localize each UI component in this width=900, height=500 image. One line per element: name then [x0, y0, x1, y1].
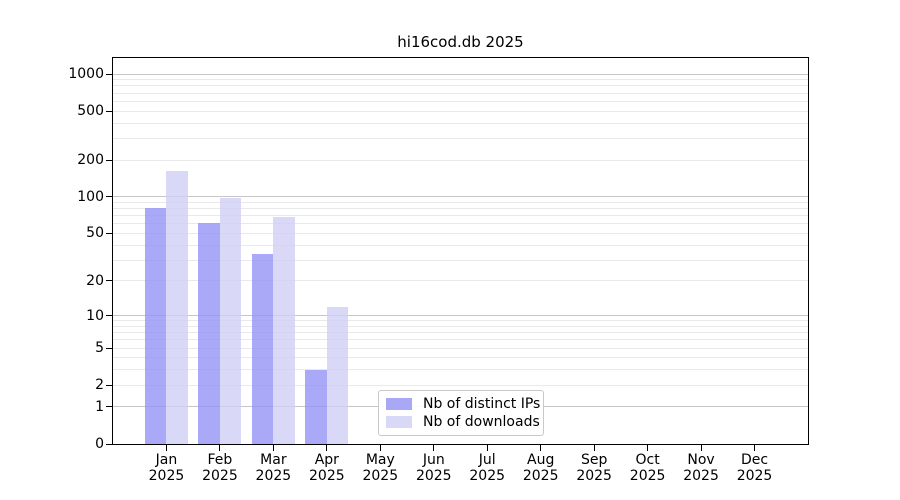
x-axis-tick — [647, 445, 649, 451]
y-axis-tick-label: 200 — [77, 152, 104, 169]
legend-swatch-downloads — [386, 416, 412, 429]
x-axis-tick-label: Aug 2025 — [509, 452, 573, 484]
x-axis-tick-label-year: 2025 — [736, 468, 773, 484]
x-axis-tick-label: Mar 2025 — [241, 452, 305, 484]
x-axis-tick-label: Nov 2025 — [669, 452, 733, 484]
x-axis-tick-label-month: Aug — [527, 452, 555, 468]
legend-swatch-distinct-ips — [386, 397, 412, 410]
y-axis-tick-label: 0 — [95, 436, 104, 452]
x-axis-tick-label-month: Feb — [207, 452, 233, 468]
x-axis-tick-label: Feb 2025 — [188, 452, 252, 484]
x-axis-tick-label: Jun 2025 — [402, 452, 466, 484]
x-axis-tick-label-year: 2025 — [309, 468, 345, 484]
y-axis-tick-label: 1 — [95, 398, 104, 415]
x-axis-tick-label-year: 2025 — [255, 468, 292, 484]
x-axis-tick-label: May 2025 — [348, 452, 412, 484]
x-axis-tick — [754, 445, 756, 451]
x-axis-tick-label-month: Dec — [740, 452, 769, 468]
x-axis-tick-label: Jan 2025 — [134, 452, 198, 484]
x-axis-tick — [593, 445, 595, 451]
x-axis-tick-label-year: 2025 — [629, 468, 666, 484]
y-axis-tick-label: 100 — [77, 188, 104, 205]
legend: Nb of distinct IPs Nb of downloads — [378, 390, 544, 436]
legend-label-distinct-ips: Nb of distinct IPs — [423, 395, 541, 412]
x-axis-tick-label: Jul 2025 — [455, 452, 519, 484]
x-axis-tick — [326, 445, 328, 451]
x-axis-tick-label-month: Mar — [260, 452, 287, 468]
x-axis-tick — [219, 445, 221, 451]
x-axis-tick — [540, 445, 542, 451]
x-axis-tick — [165, 445, 167, 451]
x-axis-tick — [272, 445, 274, 451]
x-axis-tick-label-month: May — [365, 452, 395, 468]
chart-title: hi16cod.db 2025 — [397, 33, 524, 51]
x-axis-tick — [700, 445, 702, 451]
x-axis-tick-label-month: Nov — [687, 452, 715, 468]
y-axis-tick-label: 2 — [95, 377, 104, 394]
x-axis-tick-label-year: 2025 — [202, 468, 238, 484]
y-axis-tick-label: 1000 — [68, 66, 104, 83]
x-axis-tick-label-month: Apr — [314, 452, 339, 468]
x-axis-tick-label: Sep 2025 — [562, 452, 626, 484]
x-axis-tick-label-month: Jul — [478, 452, 496, 468]
x-axis-tick — [379, 445, 381, 451]
x-axis-tick-label: Apr 2025 — [295, 452, 359, 484]
x-axis-tick-label-year: 2025 — [683, 468, 719, 484]
legend-label-downloads: Nb of downloads — [423, 414, 540, 431]
x-axis-tick-label: Oct 2025 — [616, 452, 680, 484]
x-axis-tick-label-month: Jan — [155, 452, 178, 468]
x-axis-tick-label-month: Jun — [422, 452, 445, 468]
x-axis-tick-label-month: Sep — [580, 452, 608, 468]
plot-area — [112, 57, 809, 445]
x-axis-tick-label-year: 2025 — [148, 468, 185, 484]
y-axis-tick-label: 10 — [86, 307, 104, 324]
legend-item-distinct-ips: Nb of distinct IPs — [386, 396, 543, 412]
x-axis-tick-label-year: 2025 — [469, 468, 506, 484]
x-axis-tick — [433, 445, 435, 451]
x-axis-tick — [486, 445, 488, 451]
x-axis-tick-label-year: 2025 — [576, 468, 612, 484]
x-axis-tick-label-month: Oct — [635, 452, 660, 468]
y-axis-tick-label: 5 — [95, 340, 104, 357]
x-axis-tick-label-year: 2025 — [415, 468, 452, 484]
x-axis-tick-label: Dec 2025 — [723, 452, 787, 484]
y-axis-tick-label: 20 — [86, 272, 104, 289]
x-axis-tick-label-year: 2025 — [362, 468, 399, 484]
y-axis-tick-label: 500 — [77, 103, 104, 120]
legend-item-downloads: Nb of downloads — [386, 414, 543, 430]
x-axis-tick-label-year: 2025 — [522, 468, 559, 484]
y-axis-tick-label: 50 — [86, 225, 104, 242]
